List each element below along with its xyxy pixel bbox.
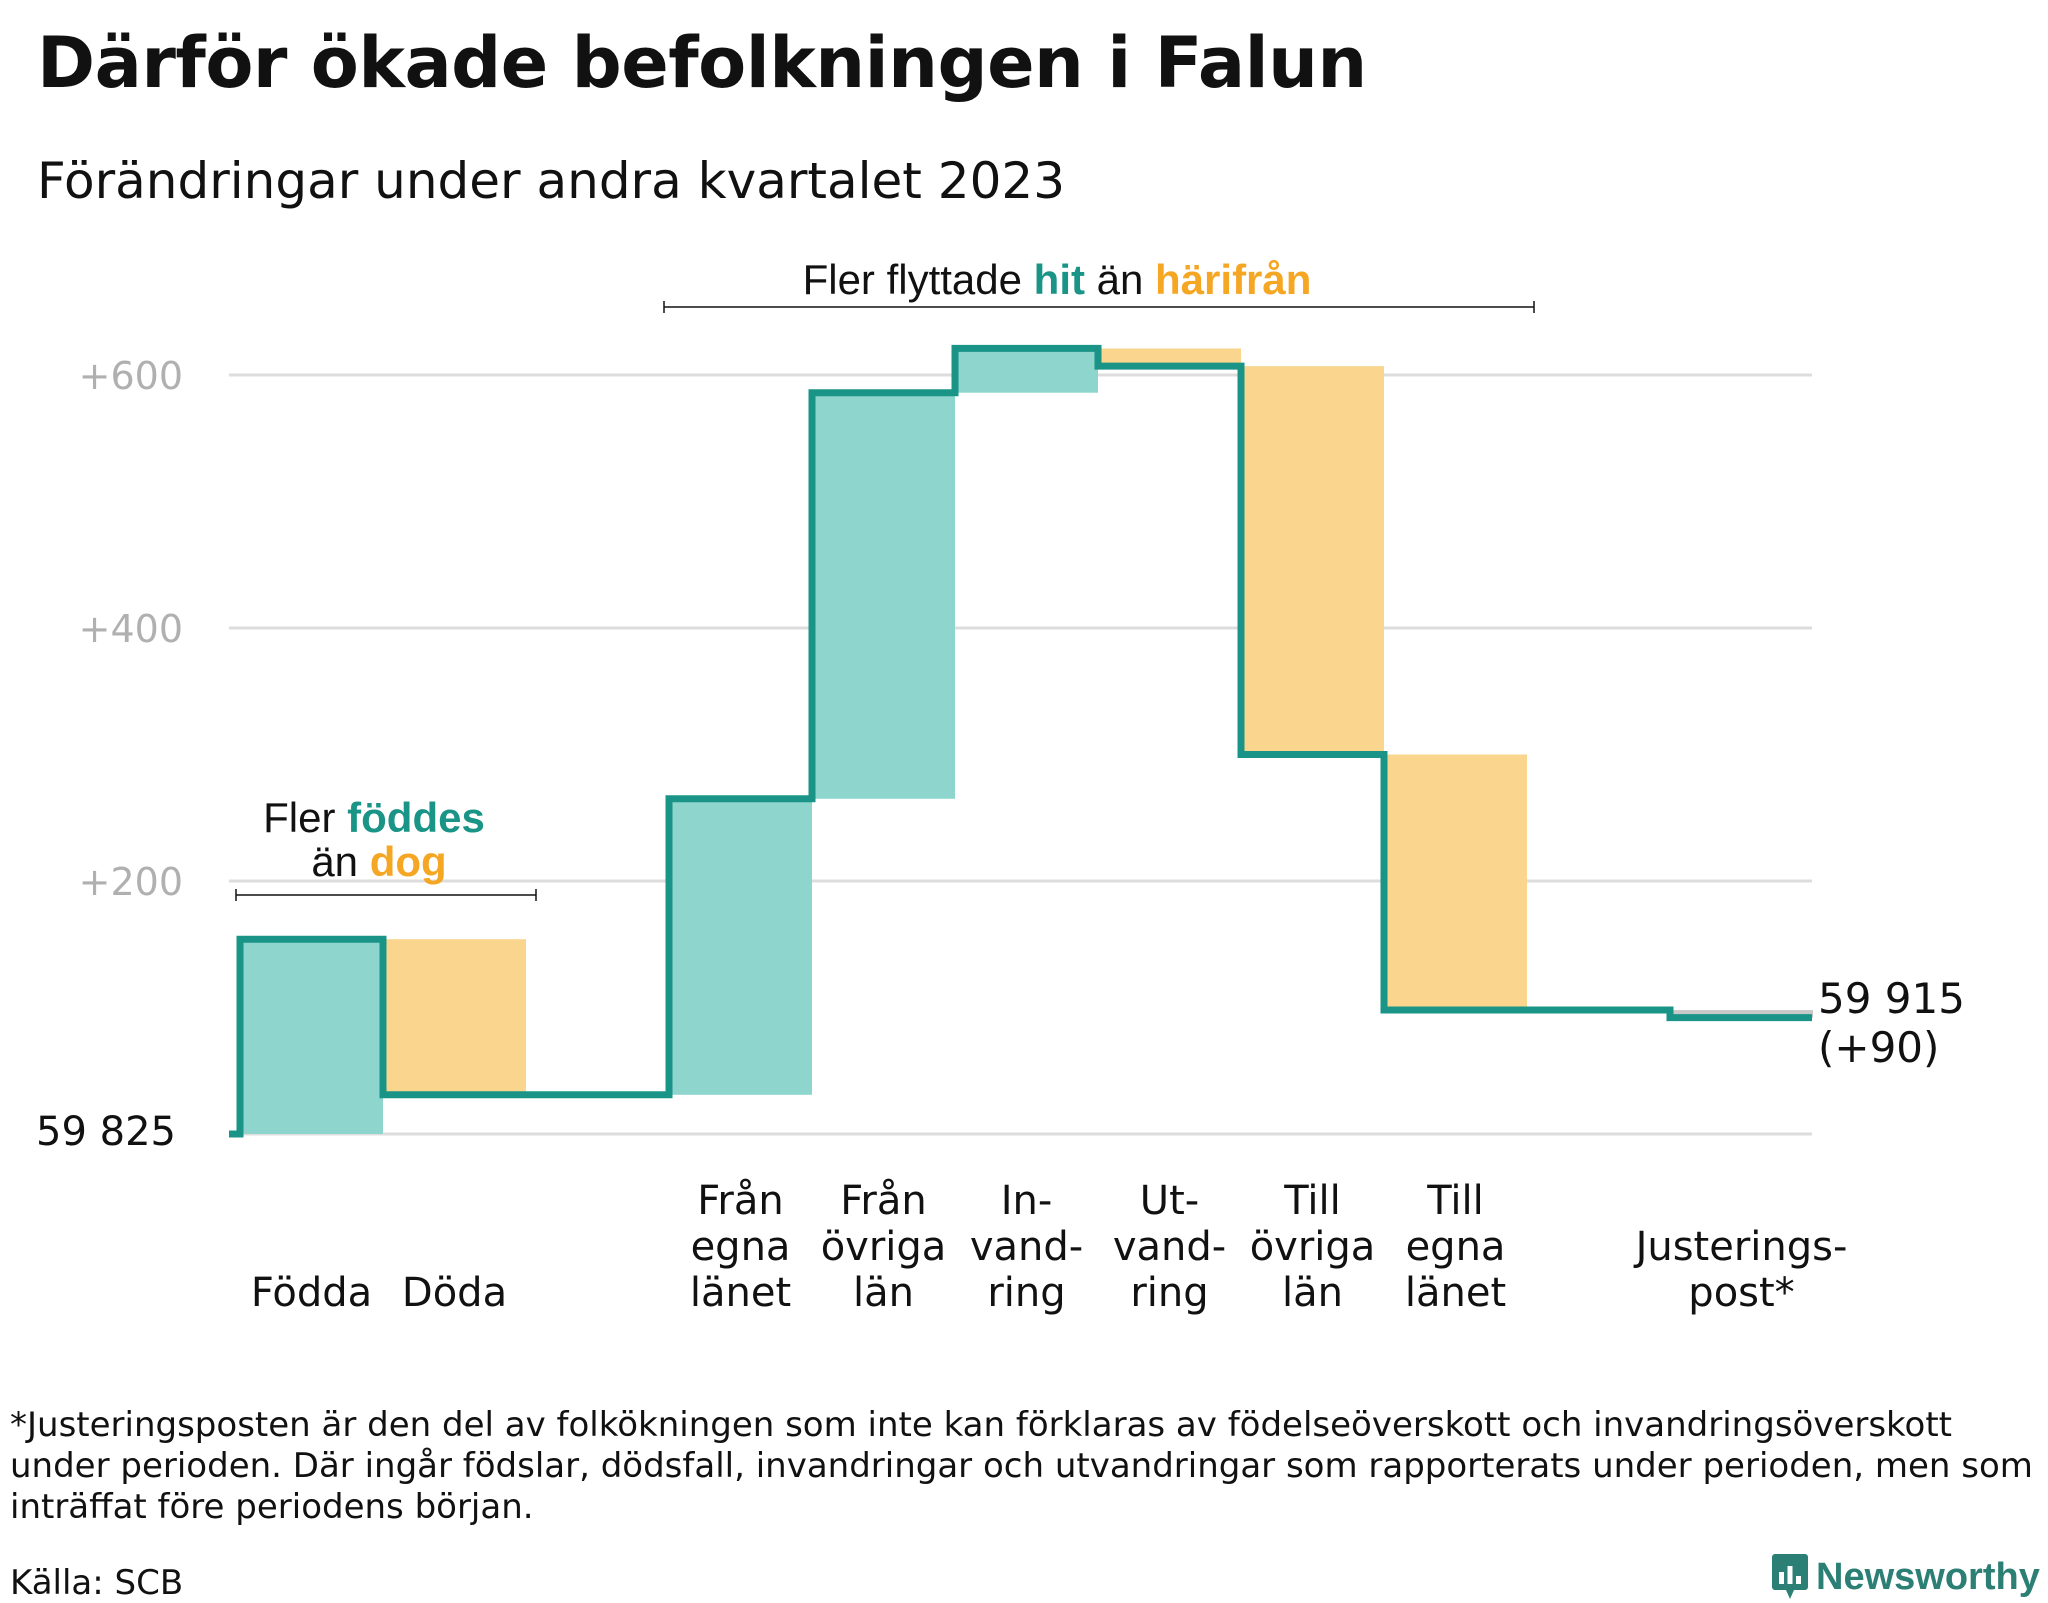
brand-logo: Newsworthy <box>1772 1554 2040 1600</box>
brand-name: Newsworthy <box>1816 1555 2040 1598</box>
newsworthy-logo-icon <box>1772 1554 1808 1599</box>
migration-annotation-text: Fler flyttade hit än härifrån <box>803 256 1312 303</box>
bar <box>1241 366 1384 755</box>
bar <box>383 939 526 1095</box>
births-annotation-line1: Fler föddes <box>263 794 485 841</box>
footnote: *Justeringsposten är den del av folkökni… <box>10 1405 2033 1527</box>
migration-annotation-c: än <box>1085 256 1155 303</box>
bar <box>955 348 1098 393</box>
births-annotation: Fler föddes än dog <box>235 794 537 901</box>
bar <box>1384 754 1527 1011</box>
x-category-label: Födda <box>251 1270 372 1316</box>
labels: Födda Döda Från egna länet Från övriga länIn-va… <box>251 1178 1848 1316</box>
x-category-label: Från egna länet <box>690 1178 791 1316</box>
births-annotation-fler: Fler <box>263 794 347 841</box>
step-line-group <box>229 344 1812 1138</box>
end-value-label: 59 915 <box>1818 974 1965 1023</box>
grid-lines: +200 +400 +600 <box>79 354 1812 1136</box>
waterfall-chart: +200 +400 +600 Födda Döda Från egna länet Från ö… <box>36 256 1965 1316</box>
bar <box>1670 1010 1813 1018</box>
end-change-label: (+90) <box>1818 1023 1939 1072</box>
y-tick-label: +200 <box>79 860 183 904</box>
bar <box>240 939 383 1134</box>
births-annotation-an: än <box>311 838 369 885</box>
migration-annotation-hit: hit <box>1034 256 1085 303</box>
x-category-label: In-vand-ring <box>970 1178 1083 1316</box>
bar <box>1098 348 1241 367</box>
start-value-label: 59 825 <box>36 1109 176 1155</box>
x-category-label: Justerings-post* <box>1633 1224 1848 1316</box>
x-category-label: Till egna länet <box>1405 1178 1506 1316</box>
migration-annotation: Fler flyttade hit än härifrån <box>663 256 1535 313</box>
births-annotation-line2: än dog <box>311 838 446 885</box>
migration-annotation-a: Fler flyttade <box>803 256 1034 303</box>
y-tick-label: +400 <box>79 607 183 651</box>
births-annotation-dog: dog <box>370 838 447 885</box>
step-line <box>229 344 1812 1138</box>
migration-annotation-harifran: härifrån <box>1155 256 1311 303</box>
y-tick-label: +600 <box>79 354 183 398</box>
bar <box>669 798 812 1095</box>
chart-title: Därför ökade befolkningen i Falun <box>37 22 1367 104</box>
chart-subtitle: Förändringar under andra kvartalet 2023 <box>37 152 1066 210</box>
births-annotation-fodde: föddes <box>347 794 485 841</box>
x-category-label: Från övriga län <box>821 1178 947 1316</box>
bars <box>240 348 1813 1134</box>
x-category-label: Till övriga län <box>1250 1178 1376 1316</box>
bar <box>812 392 955 799</box>
x-category-label: Ut-vand-ring <box>1113 1178 1226 1316</box>
x-category-label: Döda <box>402 1270 507 1316</box>
source-label: Källa: SCB <box>10 1563 184 1603</box>
